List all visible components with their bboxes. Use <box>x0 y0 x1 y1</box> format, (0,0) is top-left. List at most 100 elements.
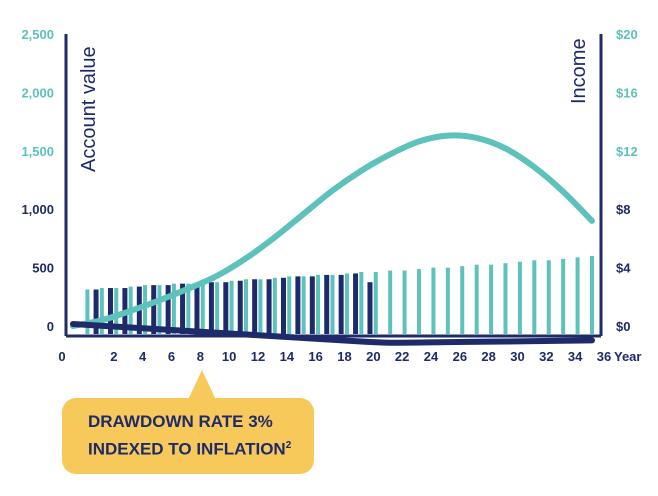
teal-bar-36 <box>590 255 594 334</box>
navy-bar-17 <box>324 274 330 334</box>
x-tick-10: 10 <box>222 349 236 364</box>
teal-bar-24 <box>417 269 421 334</box>
right-tick-5: $20 <box>616 27 638 42</box>
right-tick-labels: $0 $4 $8 $12 $16 $20 <box>616 27 638 334</box>
left-tick-4: 2,000 <box>21 85 54 100</box>
x-tick-28: 28 <box>481 349 495 364</box>
navy-bar-6 <box>165 285 171 334</box>
x-tick-24: 24 <box>424 349 439 364</box>
teal-bar-20 <box>359 271 364 334</box>
callout-line2: INDEXED TO INFLATION2 <box>88 434 304 462</box>
x-tick-22: 22 <box>395 349 409 364</box>
teal-income-bars <box>85 255 594 334</box>
navy-bar-1 <box>93 289 99 334</box>
teal-bar-35 <box>575 257 580 334</box>
navy-bar-15 <box>295 276 301 334</box>
teal-bar-13 <box>258 279 263 334</box>
teal-bar-27 <box>460 266 465 334</box>
x-tick-labels: 0 2 4 6 8 10 12 14 16 18 20 22 24 26 28 30 32 34 36 <box>58 349 611 364</box>
teal-bar-15 <box>287 276 292 334</box>
x-tick-12: 12 <box>251 349 265 364</box>
drawdown-callout: DRAWDOWN RATE 3% INDEXED TO INFLATION2 <box>62 398 314 474</box>
navy-bar-18 <box>338 274 344 334</box>
left-tick-1: 500 <box>32 261 54 276</box>
teal-bar-29 <box>489 264 494 334</box>
x-tick-26: 26 <box>453 349 467 364</box>
x-tick-2: 2 <box>110 349 117 364</box>
teal-bar-1 <box>85 289 90 334</box>
x-tick-6: 6 <box>168 349 175 364</box>
right-tick-4: $16 <box>616 85 638 100</box>
right-tick-0: $0 <box>616 319 630 334</box>
teal-bar-8 <box>186 283 191 334</box>
teal-bar-6 <box>157 285 162 334</box>
x-tick-32: 32 <box>539 349 553 364</box>
teal-bar-12 <box>244 279 248 334</box>
teal-bar-18 <box>330 274 335 334</box>
teal-bar-16 <box>301 276 306 334</box>
left-tick-5: 2,500 <box>21 27 54 42</box>
callout-line1: DRAWDOWN RATE 3% <box>88 412 273 431</box>
teal-bar-25 <box>431 267 436 334</box>
right-tick-2: $8 <box>616 202 630 217</box>
teal-bar-14 <box>272 277 277 334</box>
navy-bar-7 <box>180 283 186 334</box>
left-tick-0: 0 <box>47 319 54 334</box>
callout-superscript: 2 <box>285 440 292 451</box>
navy-bar-12 <box>252 279 258 334</box>
axes <box>64 34 603 338</box>
teal-bar-19 <box>344 273 349 334</box>
teal-bar-11 <box>229 280 234 334</box>
x-tick-20: 20 <box>366 349 380 364</box>
teal-account-line <box>70 132 595 329</box>
navy-bar-14 <box>280 277 286 334</box>
teal-bar-10 <box>215 282 220 334</box>
x-tick-18: 18 <box>337 349 351 364</box>
x-tick-14: 14 <box>280 349 295 364</box>
teal-bar-32 <box>532 260 537 334</box>
navy-bar-20 <box>367 282 373 334</box>
teal-bar-28 <box>474 264 479 334</box>
teal-bar-30 <box>503 263 508 334</box>
callout-pointer <box>188 370 216 400</box>
teal-bar-33 <box>546 260 551 334</box>
x-tick-30: 30 <box>510 349 524 364</box>
teal-bar-2 <box>99 288 104 334</box>
navy-bar-16 <box>309 276 315 334</box>
x-tick-0: 0 <box>58 349 65 364</box>
x-tick-36: 36 <box>597 349 611 364</box>
teal-bar-9 <box>200 282 205 334</box>
account-value-lines <box>70 132 595 346</box>
navy-bar-5 <box>151 285 157 334</box>
navy-bar-19 <box>353 273 359 334</box>
teal-bar-5 <box>143 285 148 334</box>
teal-bar-34 <box>561 258 566 334</box>
navy-bar-2 <box>107 288 113 334</box>
right-tick-1: $4 <box>616 261 631 276</box>
left-axis-title: Account value <box>78 46 100 172</box>
teal-bar-3 <box>114 288 119 334</box>
callout-line2-text: INDEXED TO INFLATION <box>88 439 286 459</box>
navy-bar-8 <box>194 283 200 334</box>
teal-bar-23 <box>402 270 407 334</box>
teal-bar-17 <box>316 274 321 334</box>
navy-account-line <box>70 321 595 346</box>
x-tick-8: 8 <box>197 349 204 364</box>
navy-bar-11 <box>237 280 243 334</box>
right-axis-title: Income <box>568 38 590 104</box>
teal-bar-7 <box>171 283 176 334</box>
teal-bar-31 <box>517 261 522 334</box>
left-tick-3: 1,500 <box>21 144 54 159</box>
right-tick-3: $12 <box>616 144 638 159</box>
teal-bar-22 <box>388 270 393 334</box>
left-tick-labels: 0 500 1,000 1,500 2,000 2,500 <box>21 27 54 334</box>
navy-bar-10 <box>223 282 229 334</box>
x-tick-4: 4 <box>139 349 147 364</box>
left-tick-2: 1,000 <box>21 202 54 217</box>
navy-bar-9 <box>208 282 214 334</box>
teal-bar-26 <box>445 267 450 334</box>
x-axis-title: Year <box>614 349 641 364</box>
navy-bar-13 <box>266 279 272 334</box>
x-tick-34: 34 <box>568 349 583 364</box>
